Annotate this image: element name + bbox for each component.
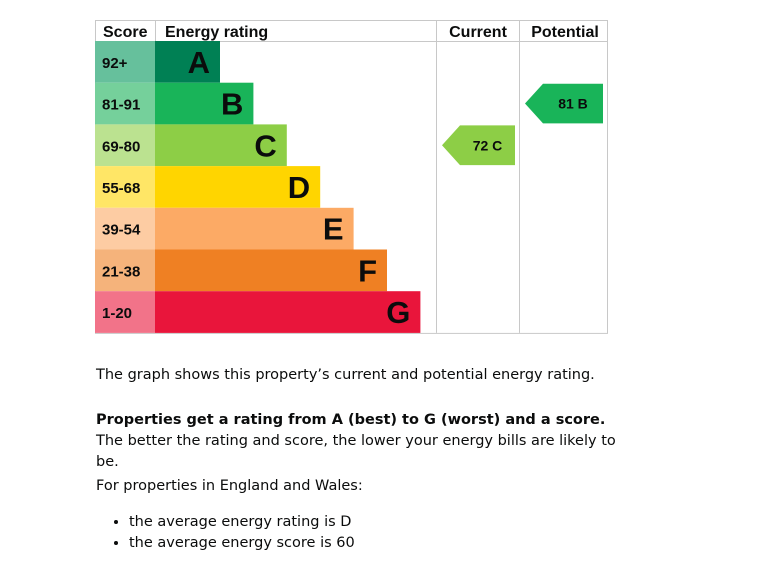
band-letter: G [386,295,410,330]
band-score-label: 21-38 [102,263,140,280]
rating-explanation-bold: Properties get a rating from A (best) to… [96,412,606,428]
band-score-label: 1-20 [102,305,132,322]
description-text: The graph shows this property’s current … [96,367,595,383]
band-score-cell [95,82,155,125]
region-intro: For properties in England and Wales: [96,476,616,497]
band-g: 1-20 G [95,291,421,333]
band-bar [155,124,287,167]
header-score: Score [103,24,148,41]
band-letter: F [358,253,377,288]
band-score-cell [95,207,155,250]
header-energy-rating: Energy rating [165,24,268,41]
rating-bands: 92+ A 81-91 B 69-80 C 55-68 D 39-54 E 21-38 F 1-20 G [95,41,421,333]
band-score-cell [95,291,155,333]
rating-explanation-rest: The better the rating and score, the low… [96,433,616,470]
band-letter: E [323,212,344,247]
chart-headers: Score Energy rating Current Potential [103,24,599,41]
average-list: the average energy rating is D the avera… [96,512,355,554]
band-letter: B [221,87,243,122]
band-b: 81-91 B [95,82,254,125]
average-rating-item: the average energy rating is D [129,512,355,533]
potential-rating-marker-label: 81 B [558,96,588,112]
rating-markers: 72 C 81 B [442,83,603,166]
current-rating-marker-arrow [442,125,515,166]
band-score-cell [95,124,155,167]
average-score-item: the average energy score is 60 [129,533,355,554]
potential-rating-marker: 81 B [525,83,603,124]
band-score-cell [95,249,155,292]
band-f: 21-38 F [95,249,387,292]
current-rating-marker-label: 72 C [473,137,503,153]
header-potential: Potential [531,24,599,41]
band-bar [155,249,387,292]
header-current: Current [449,24,507,41]
band-letter: A [188,45,210,80]
band-bar [155,41,220,83]
region-intro-text: For properties in England and Wales: [96,478,363,494]
band-bar [155,82,254,125]
potential-rating-marker-arrow [525,83,603,124]
band-e: 39-54 E [95,207,354,250]
band-score-cell [95,166,155,208]
band-bar [155,291,421,333]
band-c: 69-80 C [95,124,287,167]
band-score-label: 39-54 [102,222,141,239]
band-score-label: 55-68 [102,180,140,197]
rating-explanation: Properties get a rating from A (best) to… [96,410,616,473]
band-a: 92+ A [95,41,220,83]
chart-description: The graph shows this property’s current … [96,365,616,386]
band-letter: D [288,170,310,205]
band-score-label: 81-91 [102,97,140,114]
band-letter: C [254,128,276,163]
band-bar [155,207,354,250]
band-d: 55-68 D [95,166,321,208]
band-score-cell [95,41,155,83]
band-bar [155,166,321,208]
band-score-label: 92+ [102,55,128,72]
current-rating-marker: 72 C [442,125,515,166]
energy-rating-chart: 92+ A81-91 B69-80 C55-68 D39-54 E21-38 F1-20 G … [95,20,608,334]
band-score-label: 69-80 [102,138,140,155]
